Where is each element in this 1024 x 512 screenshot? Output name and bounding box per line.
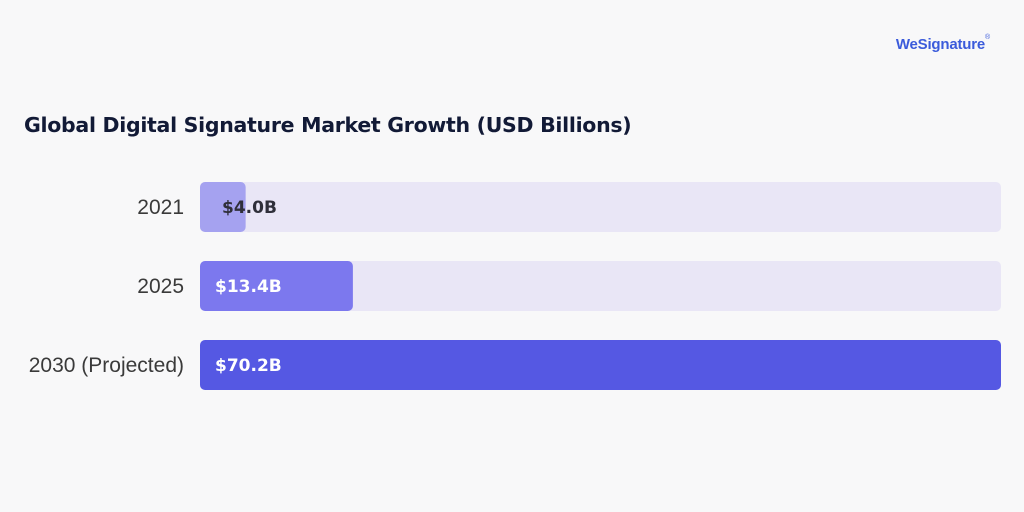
value-label: $70.2B bbox=[215, 356, 282, 376]
brand-logo: WeSignature® bbox=[895, 34, 990, 53]
value-label: $13.4B bbox=[215, 277, 282, 297]
value-label: $4.0B bbox=[222, 198, 277, 218]
brand-name: WeSignature bbox=[895, 36, 986, 53]
category-label: 2021 bbox=[137, 196, 184, 219]
category-label: 2025 bbox=[137, 275, 184, 298]
bar-2021 bbox=[200, 182, 246, 232]
chart-title: Global Digital Signature Market Growth (… bbox=[24, 113, 632, 137]
bar-2030 bbox=[200, 340, 1001, 390]
bar-2025 bbox=[200, 261, 353, 311]
bar-track bbox=[200, 182, 1001, 232]
category-label: 2030 (Projected) bbox=[29, 354, 184, 377]
brand-registered-mark: ® bbox=[985, 34, 990, 41]
bar-track bbox=[200, 261, 1001, 311]
